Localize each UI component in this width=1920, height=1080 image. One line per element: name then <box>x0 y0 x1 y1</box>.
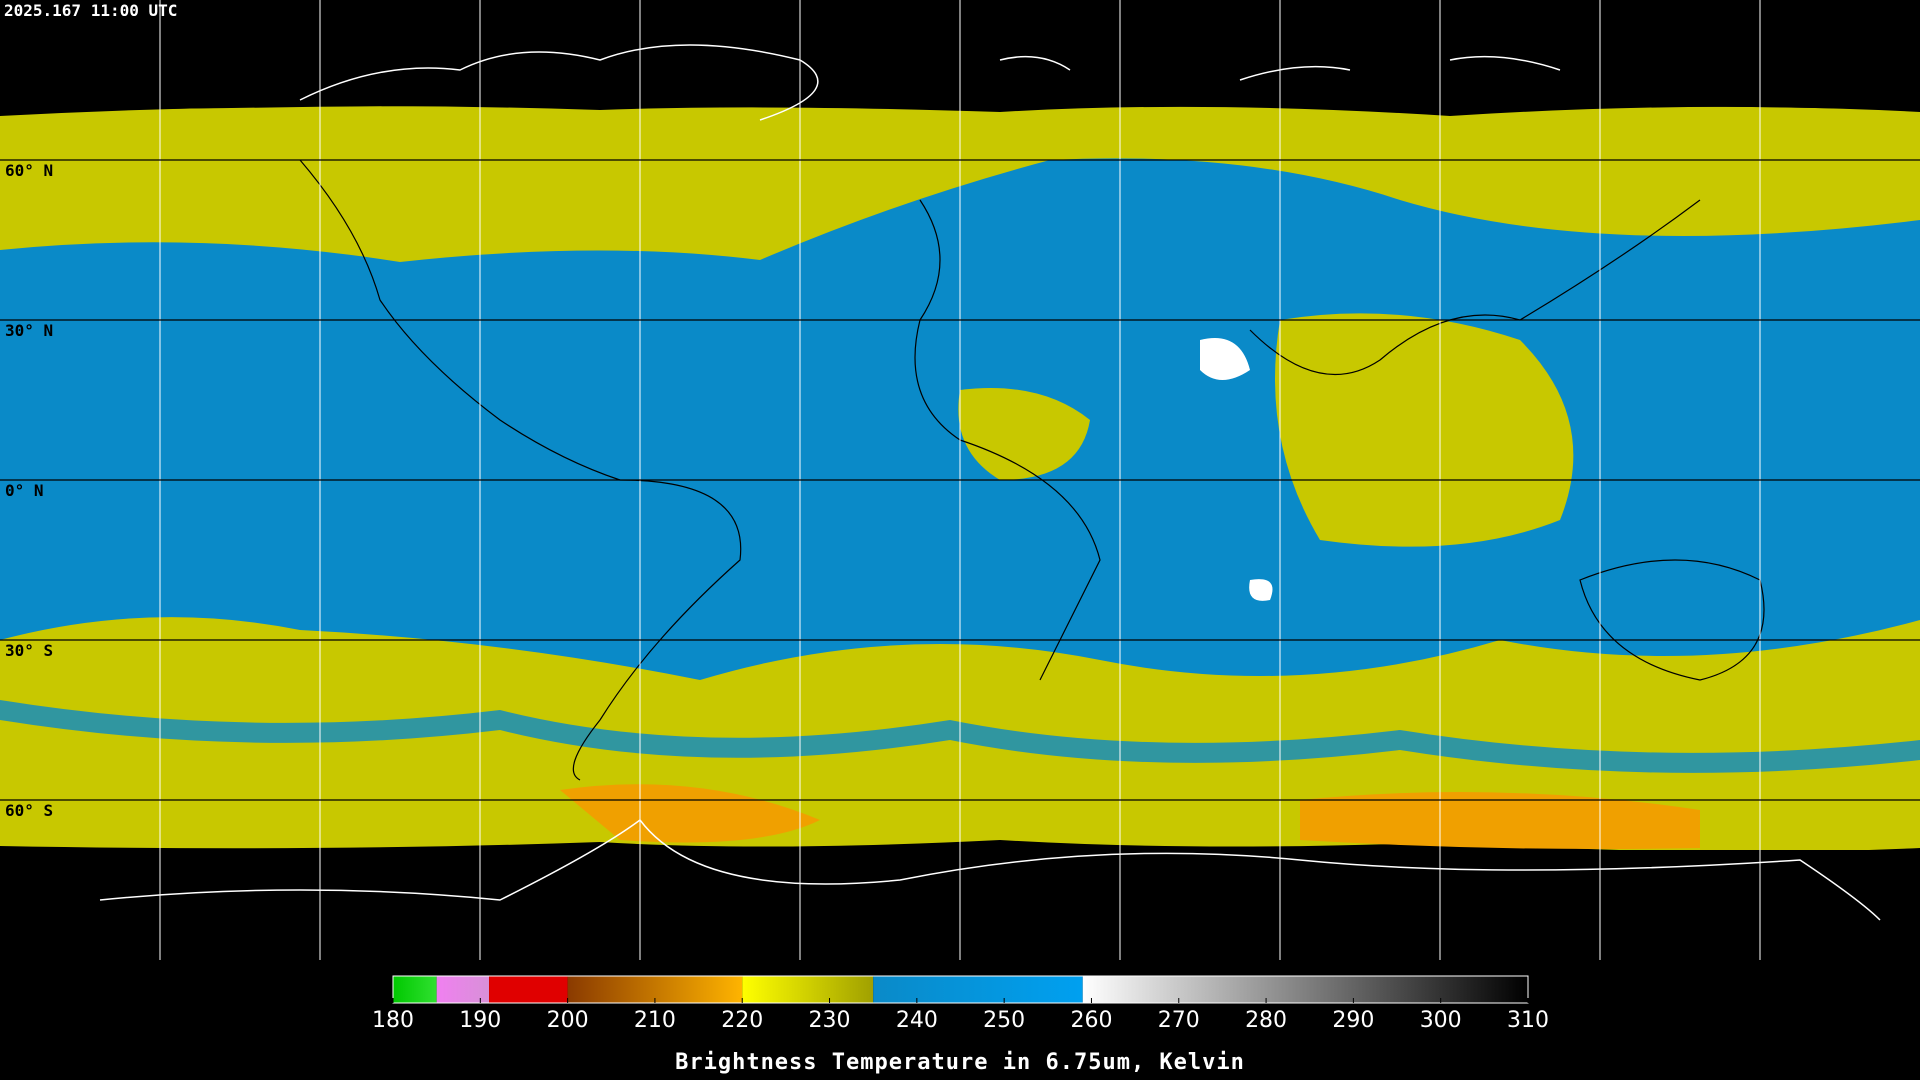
colorbar-tick-label: 230 <box>809 1008 851 1033</box>
latitude-label: 30° N <box>5 321 53 340</box>
colorbar-tick-label: 270 <box>1158 1008 1200 1033</box>
colorbar-tick-label: 260 <box>1070 1008 1112 1033</box>
colorbar-segment <box>1082 976 1528 1003</box>
colorbar-tick-label: 250 <box>983 1008 1025 1033</box>
colorbar-tick-label: 280 <box>1245 1008 1287 1033</box>
latitude-label: 0° N <box>5 481 44 500</box>
warm-spots <box>1200 338 1273 601</box>
convection-asia <box>1275 313 1574 547</box>
colorbar-title: Brightness Temperature in 6.75um, Kelvin <box>675 1050 1245 1075</box>
colorbar-segment <box>742 976 874 1003</box>
colorbar-tick-label: 300 <box>1420 1008 1462 1033</box>
convection-africa <box>958 388 1090 480</box>
timestamp: 2025.167 11:00 UTC <box>4 1 177 20</box>
colorbar-tick-label: 310 <box>1507 1008 1549 1033</box>
polar-coastlines <box>99 44 1881 921</box>
latitude-label: 60° N <box>5 161 53 180</box>
colorbar-segment <box>489 976 568 1003</box>
colorbar-tick-label: 200 <box>547 1008 589 1033</box>
colorbar-segment <box>393 976 437 1003</box>
latitude-label: 30° S <box>5 641 53 660</box>
colorbar-segment <box>436 976 490 1003</box>
colorbar-tick-label: 290 <box>1332 1008 1374 1033</box>
colorbar-frame <box>392 975 1529 1004</box>
colorbar-tick-label: 220 <box>721 1008 763 1033</box>
colorbar-tick-label: 190 <box>459 1008 501 1033</box>
colorbar-tick-label: 240 <box>896 1008 938 1033</box>
latitude-label: 60° S <box>5 801 53 820</box>
colorbar-tick-label: 180 <box>372 1008 414 1033</box>
colorbar-tick-label: 210 <box>634 1008 676 1033</box>
colorbar-segment <box>873 976 1083 1003</box>
graticule <box>159 0 1761 960</box>
